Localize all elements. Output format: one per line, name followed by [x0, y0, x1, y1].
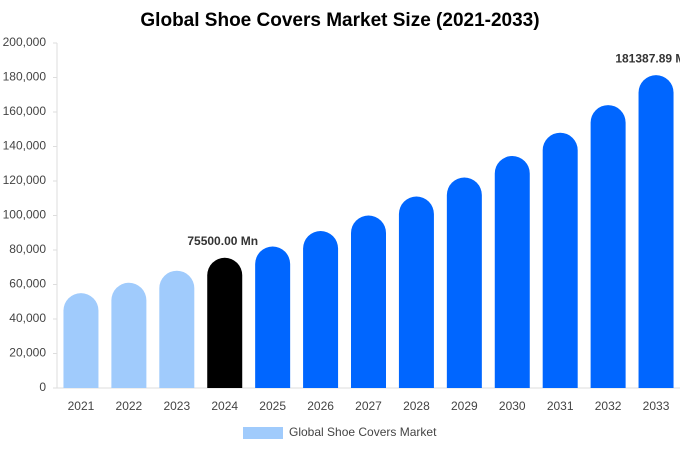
x-tick-label: 2032: [595, 399, 622, 413]
y-tick-label: 200,000: [3, 35, 47, 49]
x-tick-label: 2022: [116, 399, 143, 413]
y-tick-label: 100,000: [3, 208, 47, 222]
y-tick-label: 180,000: [3, 70, 47, 84]
x-tick-label: 2026: [307, 399, 334, 413]
bar: [111, 282, 147, 388]
x-tick-label: 2033: [643, 399, 670, 413]
y-tick-label: 140,000: [3, 139, 47, 153]
x-tick-label: 2029: [451, 399, 478, 413]
value-label: 75500.00 Mn: [187, 234, 258, 248]
value-label: 181387.89 Mn: [615, 51, 680, 65]
legend-swatch: [243, 427, 283, 439]
bar: [303, 231, 339, 388]
x-tick-label: 2023: [163, 399, 190, 413]
bar: [255, 246, 291, 388]
y-tick-label: 60,000: [9, 277, 46, 291]
bar: [159, 270, 195, 388]
bar: [446, 177, 482, 388]
x-tick-label: 2025: [259, 399, 286, 413]
x-tick-label: 2031: [547, 399, 574, 413]
y-tick-label: 20,000: [9, 346, 46, 360]
x-tick-label: 2028: [403, 399, 430, 413]
x-tick-label: 2021: [68, 399, 95, 413]
bar: [638, 75, 674, 388]
y-tick-label: 0: [39, 380, 46, 394]
y-tick-label: 160,000: [3, 104, 47, 118]
y-tick-label: 80,000: [9, 242, 46, 256]
x-tick-label: 2024: [211, 399, 238, 413]
bar: [590, 105, 626, 388]
bar: [398, 196, 434, 388]
bar: [494, 155, 530, 388]
x-tick-label: 2030: [499, 399, 526, 413]
bar: [207, 257, 243, 388]
y-tick-label: 40,000: [9, 311, 46, 325]
chart-title: Global Shoe Covers Market Size (2021-203…: [140, 10, 539, 31]
bar: [351, 215, 386, 388]
x-tick-label: 2027: [355, 399, 382, 413]
bar: [542, 132, 578, 388]
y-tick-label: 120,000: [3, 173, 47, 187]
bar: [63, 293, 99, 388]
legend-label: Global Shoe Covers Market: [289, 425, 437, 439]
